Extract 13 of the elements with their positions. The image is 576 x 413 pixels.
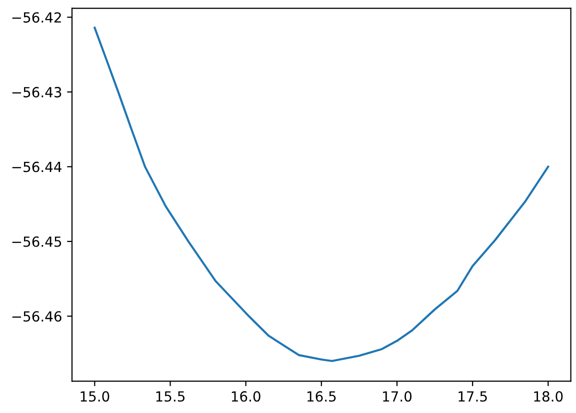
x-tick-label: 15.5 — [156, 391, 184, 402]
x-tick-label: 17.5 — [458, 391, 487, 402]
y-tick-label: −56.46 — [12, 311, 62, 322]
y-tick-label: −56.43 — [12, 86, 62, 98]
x-tick-label: 18.0 — [534, 391, 563, 402]
y-tick-label: −56.44 — [12, 162, 62, 172]
x-tick-label: 16.5 — [307, 391, 336, 402]
y-tick-label: −56.42 — [12, 12, 61, 23]
x-tick-label: 15.0 — [80, 391, 110, 402]
y-tick-label: −56.45 — [12, 236, 62, 247]
x-tick-label: 17.0 — [383, 391, 412, 402]
line-series — [94, 26, 550, 362]
x-tick-label: 16.0 — [232, 391, 260, 402]
